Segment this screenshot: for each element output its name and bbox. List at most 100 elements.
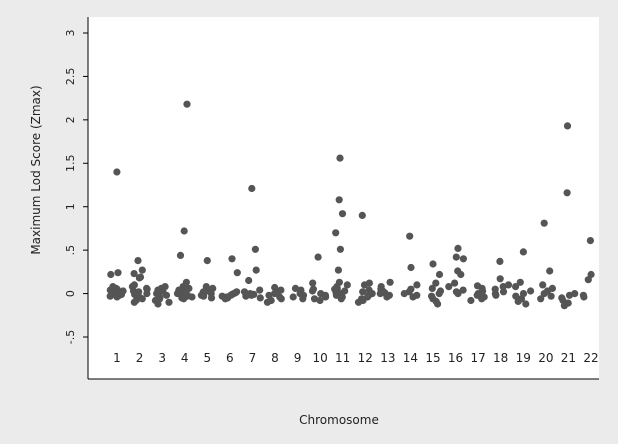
data-point bbox=[400, 290, 408, 298]
data-point bbox=[467, 296, 475, 305]
y-tick-label: 1 bbox=[64, 203, 77, 210]
x-tick-label: 2 bbox=[136, 351, 144, 365]
data-point bbox=[180, 295, 188, 303]
y-tick-label: 0 bbox=[64, 290, 77, 297]
data-point bbox=[511, 283, 520, 291]
data-point bbox=[435, 270, 444, 279]
data-point bbox=[360, 281, 369, 289]
data-point bbox=[106, 292, 114, 300]
data-point bbox=[336, 154, 344, 162]
data-point bbox=[176, 251, 185, 259]
data-point bbox=[454, 244, 462, 252]
data-point bbox=[107, 270, 115, 279]
data-point bbox=[413, 281, 421, 289]
data-point bbox=[457, 270, 465, 279]
x-tick-label: 13 bbox=[380, 351, 395, 365]
data-point bbox=[277, 295, 285, 303]
data-point bbox=[270, 290, 279, 298]
y-tick-label: -.5 bbox=[64, 330, 77, 344]
data-point bbox=[406, 232, 414, 240]
data-point bbox=[221, 295, 229, 303]
data-point bbox=[200, 292, 208, 300]
data-point bbox=[522, 300, 530, 308]
data-point bbox=[409, 293, 417, 301]
data-point bbox=[188, 293, 196, 301]
data-point bbox=[519, 248, 528, 256]
data-point bbox=[228, 255, 236, 263]
data-point bbox=[335, 196, 343, 204]
data-point bbox=[359, 288, 367, 296]
data-point bbox=[289, 293, 297, 301]
plot-region bbox=[88, 17, 599, 379]
y-tick-label: 3 bbox=[64, 30, 77, 37]
data-point bbox=[586, 237, 595, 245]
x-tick-label: 17 bbox=[470, 351, 485, 365]
data-point bbox=[540, 219, 548, 227]
x-tick-label: 21 bbox=[561, 351, 576, 365]
data-point bbox=[432, 279, 440, 287]
x-tick-label: 10 bbox=[312, 351, 327, 365]
data-point bbox=[336, 245, 344, 253]
data-point bbox=[563, 189, 571, 197]
x-tick-label: 20 bbox=[538, 351, 553, 365]
data-point bbox=[310, 295, 319, 303]
x-tick-label: 5 bbox=[203, 351, 211, 365]
data-point bbox=[248, 184, 256, 193]
x-tick-label: 15 bbox=[425, 351, 440, 365]
data-point bbox=[407, 263, 415, 272]
x-tick-label: 6 bbox=[226, 351, 234, 365]
data-point bbox=[540, 290, 548, 298]
y-axis-label: Maximum Lod Score (Zmax) bbox=[29, 85, 43, 254]
data-point bbox=[435, 290, 443, 298]
x-tick-label: 22 bbox=[583, 351, 598, 365]
data-point bbox=[138, 295, 146, 303]
data-point bbox=[459, 255, 467, 263]
data-point bbox=[514, 297, 522, 305]
data-point bbox=[560, 302, 569, 310]
data-point bbox=[233, 269, 241, 277]
data-point bbox=[134, 257, 142, 265]
x-tick-label: 11 bbox=[335, 351, 350, 365]
data-point bbox=[376, 290, 384, 298]
data-point bbox=[499, 288, 508, 296]
data-point bbox=[478, 295, 486, 303]
data-point bbox=[291, 284, 300, 292]
data-point bbox=[354, 298, 363, 306]
data-point bbox=[434, 300, 442, 308]
data-point bbox=[332, 229, 340, 237]
data-point bbox=[499, 283, 507, 291]
y-tick-label: 1.5 bbox=[64, 155, 77, 173]
data-point bbox=[114, 269, 122, 277]
x-tick-label: 19 bbox=[516, 351, 531, 365]
data-point bbox=[165, 298, 173, 306]
y-tick-label: 2 bbox=[64, 116, 77, 123]
data-point bbox=[130, 298, 138, 306]
data-point bbox=[154, 300, 162, 308]
data-point bbox=[143, 290, 151, 298]
data-point bbox=[245, 276, 253, 285]
data-point bbox=[516, 278, 524, 286]
data-point bbox=[584, 276, 592, 284]
y-tick-label: 2.5 bbox=[64, 68, 77, 86]
data-point bbox=[173, 290, 182, 298]
data-point bbox=[537, 295, 545, 303]
data-point bbox=[383, 293, 391, 301]
x-tick-label: 1 bbox=[113, 351, 121, 365]
data-point bbox=[135, 274, 143, 282]
data-point bbox=[492, 291, 500, 299]
data-point bbox=[496, 257, 504, 265]
data-point bbox=[130, 270, 138, 278]
data-point bbox=[251, 245, 259, 253]
x-tick-label: 9 bbox=[294, 351, 302, 365]
x-tick-label: 16 bbox=[448, 351, 463, 365]
x-tick-label: 12 bbox=[358, 351, 373, 365]
data-point bbox=[316, 296, 324, 305]
data-point bbox=[299, 295, 307, 303]
data-point bbox=[322, 293, 330, 301]
x-tick-label: 7 bbox=[249, 351, 257, 365]
data-point bbox=[358, 211, 366, 219]
x-tick-label: 8 bbox=[271, 351, 279, 365]
data-point bbox=[337, 295, 345, 303]
data-point bbox=[459, 286, 467, 294]
